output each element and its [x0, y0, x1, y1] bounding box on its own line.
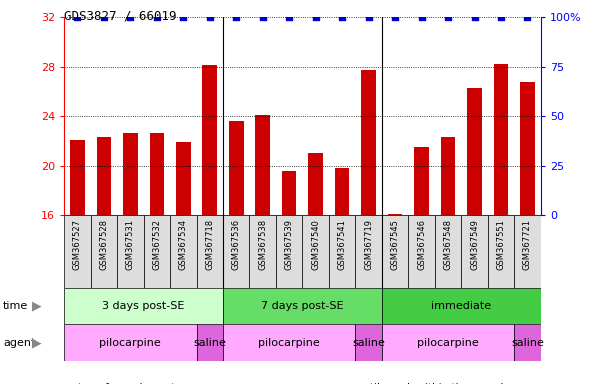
- Bar: [276, 215, 302, 288]
- Bar: [356, 324, 382, 361]
- Bar: [514, 215, 541, 288]
- Bar: [382, 324, 514, 361]
- Text: 7 days post-SE: 7 days post-SE: [261, 301, 344, 311]
- Text: pilocarpine: pilocarpine: [417, 338, 479, 348]
- Text: GSM367541: GSM367541: [338, 219, 346, 270]
- Text: GSM367534: GSM367534: [179, 219, 188, 270]
- Text: ■: ■: [64, 381, 76, 384]
- Bar: [229, 121, 244, 215]
- Point: [73, 14, 82, 20]
- Text: agent: agent: [3, 338, 35, 348]
- Bar: [197, 324, 223, 361]
- Text: ▶: ▶: [32, 300, 42, 313]
- Bar: [249, 215, 276, 288]
- Bar: [329, 215, 356, 288]
- Text: GSM367718: GSM367718: [205, 219, 214, 270]
- Bar: [64, 215, 90, 288]
- Text: GSM367719: GSM367719: [364, 219, 373, 270]
- Text: 3 days post-SE: 3 days post-SE: [103, 301, 185, 311]
- Bar: [223, 324, 356, 361]
- Point: [417, 14, 426, 20]
- Text: GSM367721: GSM367721: [523, 219, 532, 270]
- Bar: [282, 170, 296, 215]
- Bar: [414, 147, 429, 215]
- Point: [258, 14, 268, 20]
- Bar: [361, 70, 376, 215]
- Point: [125, 14, 135, 20]
- Point: [522, 14, 532, 20]
- Point: [205, 14, 214, 20]
- Bar: [514, 324, 541, 361]
- Text: ▶: ▶: [32, 336, 42, 349]
- Point: [152, 14, 162, 20]
- Point: [496, 14, 506, 20]
- Bar: [144, 215, 170, 288]
- Bar: [202, 66, 217, 215]
- Bar: [520, 81, 535, 215]
- Bar: [494, 64, 508, 215]
- Text: GSM367527: GSM367527: [73, 219, 82, 270]
- Bar: [223, 288, 382, 324]
- Point: [470, 14, 480, 20]
- Bar: [335, 168, 349, 215]
- Bar: [461, 215, 488, 288]
- Bar: [467, 88, 482, 215]
- Point: [232, 14, 241, 20]
- Bar: [117, 215, 144, 288]
- Text: saline: saline: [352, 338, 385, 348]
- Text: GSM367532: GSM367532: [152, 219, 161, 270]
- Text: pilocarpine: pilocarpine: [100, 338, 161, 348]
- Text: transformed count: transformed count: [78, 383, 175, 384]
- Text: ■: ■: [321, 381, 332, 384]
- Bar: [382, 215, 408, 288]
- Bar: [90, 215, 117, 288]
- Bar: [70, 140, 85, 215]
- Text: GSM367528: GSM367528: [100, 219, 108, 270]
- Bar: [408, 215, 435, 288]
- Text: GSM367539: GSM367539: [285, 219, 294, 270]
- Text: GSM367536: GSM367536: [232, 219, 241, 270]
- Bar: [435, 215, 461, 288]
- Bar: [441, 137, 455, 215]
- Bar: [197, 215, 223, 288]
- Text: saline: saline: [193, 338, 226, 348]
- Text: percentile rank within the sample: percentile rank within the sample: [334, 383, 510, 384]
- Bar: [150, 134, 164, 215]
- Bar: [255, 115, 270, 215]
- Point: [311, 14, 321, 20]
- Bar: [64, 288, 223, 324]
- Bar: [309, 153, 323, 215]
- Bar: [123, 134, 137, 215]
- Text: GSM367546: GSM367546: [417, 219, 426, 270]
- Point: [443, 14, 453, 20]
- Text: GSM367549: GSM367549: [470, 219, 479, 270]
- Bar: [302, 215, 329, 288]
- Text: GSM367545: GSM367545: [390, 219, 400, 270]
- Text: GSM367531: GSM367531: [126, 219, 135, 270]
- Text: saline: saline: [511, 338, 544, 348]
- Bar: [176, 142, 191, 215]
- Text: GSM367538: GSM367538: [258, 219, 267, 270]
- Text: immediate: immediate: [431, 301, 491, 311]
- Text: time: time: [3, 301, 28, 311]
- Point: [178, 14, 188, 20]
- Text: GSM367548: GSM367548: [444, 219, 453, 270]
- Point: [99, 14, 109, 20]
- Point: [364, 14, 373, 20]
- Bar: [64, 324, 197, 361]
- Point: [337, 14, 347, 20]
- Bar: [170, 215, 197, 288]
- Point: [390, 14, 400, 20]
- Text: GSM367551: GSM367551: [497, 219, 505, 270]
- Bar: [97, 137, 111, 215]
- Bar: [488, 215, 514, 288]
- Bar: [388, 214, 403, 215]
- Text: GSM367540: GSM367540: [311, 219, 320, 270]
- Bar: [356, 215, 382, 288]
- Text: GDS3827 / 66019: GDS3827 / 66019: [64, 10, 177, 23]
- Point: [284, 14, 294, 20]
- Bar: [223, 215, 249, 288]
- Bar: [382, 288, 541, 324]
- Text: pilocarpine: pilocarpine: [258, 338, 320, 348]
